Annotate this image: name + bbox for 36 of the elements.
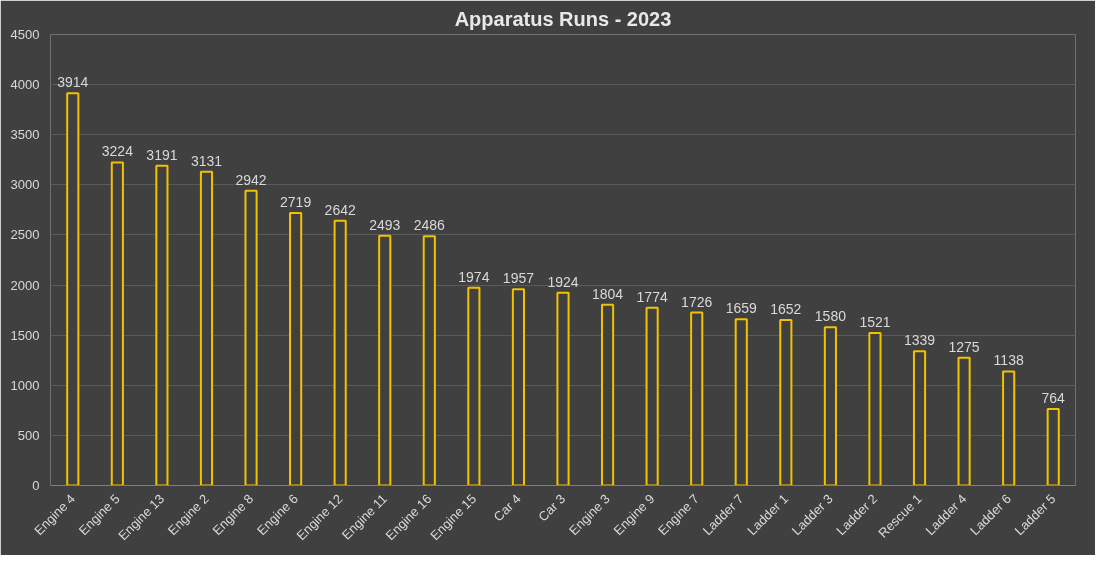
chart-title: Apparatus Runs - 2023 (454, 7, 672, 30)
data-label: 2493 (369, 216, 401, 233)
data-label: 2942 (235, 171, 267, 188)
data-label: 2719 (280, 194, 312, 210)
y-tick-label: 3000 (10, 177, 40, 193)
data-label: 1275 (948, 338, 980, 355)
data-label: 3131 (190, 152, 223, 169)
y-tick-label: 500 (17, 427, 40, 443)
data-label: 2642 (324, 201, 356, 218)
data-label: 3191 (146, 146, 178, 163)
data-label: 1726 (681, 293, 713, 310)
data-label: 1580 (814, 308, 847, 325)
y-tick-label: 3500 (10, 127, 40, 143)
data-label: 1974 (458, 268, 490, 285)
y-tick-label: 1500 (10, 327, 40, 343)
y-tick-label: 2500 (10, 227, 40, 243)
data-label: 1339 (903, 332, 936, 349)
y-tick-label: 0 (32, 478, 40, 493)
data-label: 1659 (725, 300, 758, 317)
data-label: 3914 (57, 74, 89, 91)
data-label: 1804 (591, 285, 624, 302)
y-tick-label: 4500 (10, 27, 40, 42)
x-tick-label: Car 4 (490, 491, 524, 525)
data-label: 1774 (636, 288, 668, 305)
data-label: 1138 (993, 352, 1024, 369)
x-tick-label: Car 3 (535, 491, 569, 525)
data-label: 1924 (547, 273, 579, 290)
y-tick-label: 1000 (10, 377, 40, 393)
y-tick-label: 4000 (10, 77, 40, 93)
data-label: 1521 (859, 314, 891, 331)
data-label: 1957 (502, 270, 535, 287)
data-label: 1652 (770, 300, 802, 317)
y-tick-label: 2000 (10, 277, 40, 293)
data-label: 2486 (413, 217, 446, 234)
data-label: 764 (1041, 389, 1066, 406)
data-label: 3224 (101, 143, 134, 160)
